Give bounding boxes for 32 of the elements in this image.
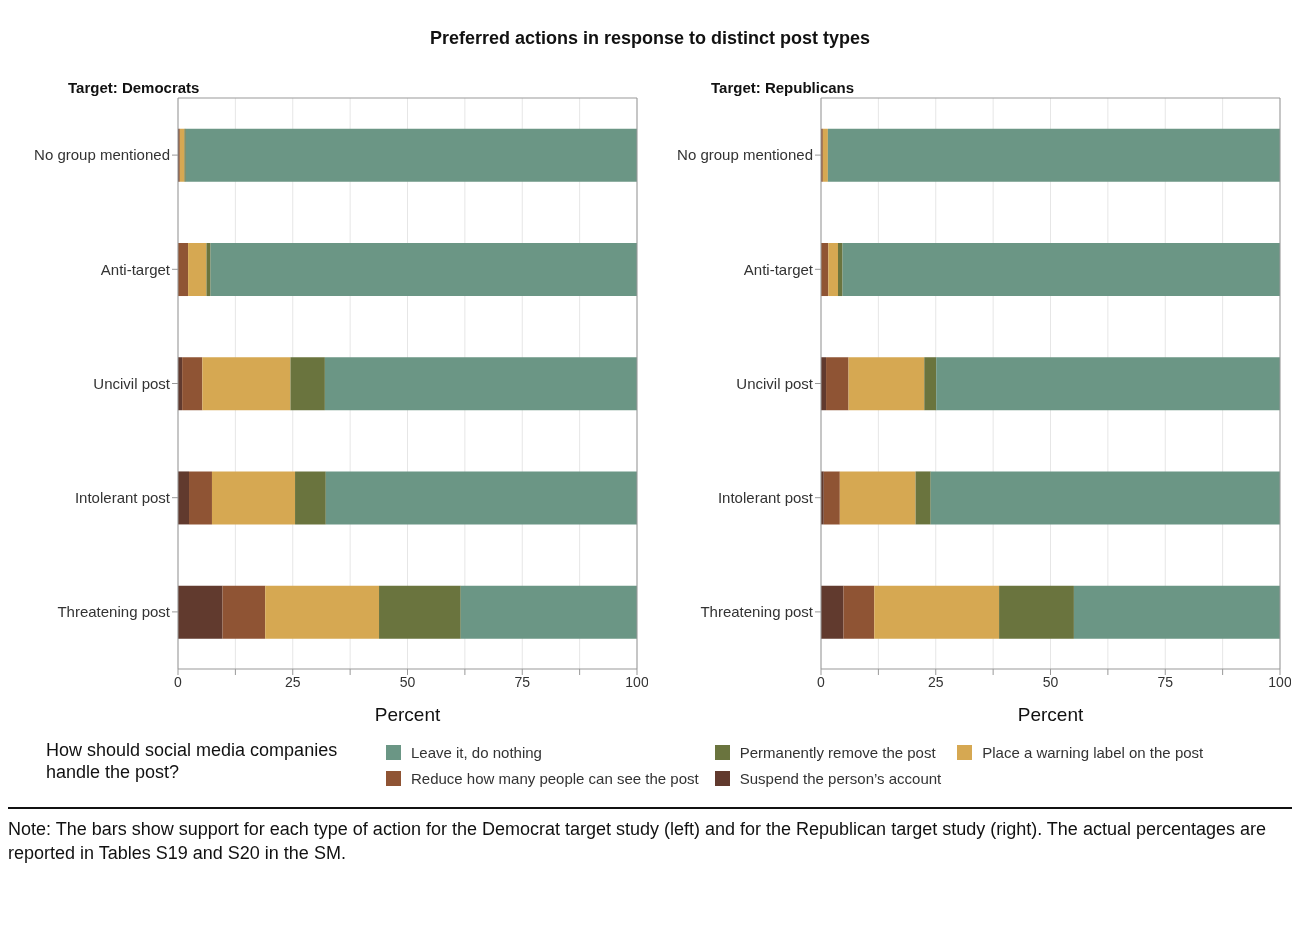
legend-title: How should social media companies handle the post? bbox=[46, 739, 339, 783]
chart-subtitle: Target: Democrats bbox=[68, 79, 200, 96]
legend-label: Reduce how many people can see the post bbox=[411, 769, 699, 787]
x-tick-label: 0 bbox=[817, 673, 826, 690]
x-axis-title: Percent bbox=[1017, 704, 1084, 725]
x-tick-label: 100 bbox=[1268, 673, 1292, 690]
y-tick-label: Threatening post bbox=[57, 603, 171, 621]
y-tick-label: Intolerant post bbox=[717, 489, 814, 507]
x-tick-label: 0 bbox=[174, 673, 183, 690]
x-tick-label: 50 bbox=[399, 673, 416, 690]
y-tick-label: Anti-target bbox=[743, 260, 814, 278]
legend-label: Permanently remove the post bbox=[739, 743, 936, 761]
legend-label: Suspend the person’s account bbox=[739, 769, 942, 787]
x-tick-label: 25 bbox=[927, 673, 944, 690]
y-tick-label: Uncivil post bbox=[736, 374, 814, 392]
y-tick-label: Anti-target bbox=[100, 260, 171, 278]
chart-subtitle: Target: Republicans bbox=[711, 79, 855, 96]
chart-title: Preferred actions in response to distinct post types bbox=[428, 27, 872, 50]
text: Note: The bars show support for each type of action for the Democrat target study (left) and for the Republican target study (right). The actual percentages are reported in Tables S19 and S20 in the SM. bbox=[8, 807, 1292, 865]
legend-label: Leave it, do nothing bbox=[411, 743, 542, 761]
legend-label: Place a warning label on the post bbox=[982, 743, 1204, 761]
x-tick-label: 100 bbox=[625, 673, 649, 690]
x-tick-label: 75 bbox=[514, 673, 531, 690]
y-tick-label: No group mentioned bbox=[677, 146, 813, 164]
y-tick-label: No group mentioned bbox=[34, 146, 170, 164]
y-tick-label: Intolerant post bbox=[74, 489, 171, 507]
x-tick-label: 75 bbox=[1157, 673, 1174, 690]
y-tick-label: Uncivil post bbox=[93, 374, 171, 392]
x-axis-title: Percent bbox=[374, 704, 441, 725]
x-tick-label: 50 bbox=[1042, 673, 1059, 690]
y-tick-label: Threatening post bbox=[700, 603, 814, 621]
x-tick-label: 25 bbox=[284, 673, 301, 690]
